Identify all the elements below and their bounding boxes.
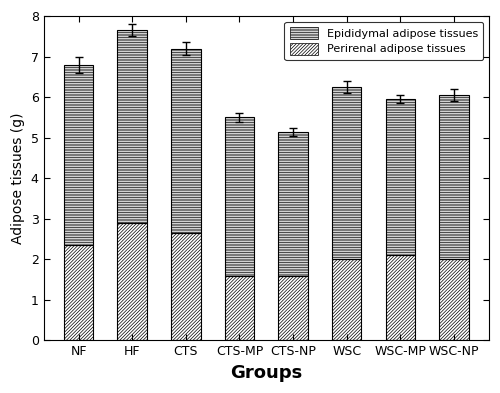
Bar xyxy=(64,65,94,245)
Bar xyxy=(278,132,308,275)
Bar xyxy=(439,95,468,259)
Bar xyxy=(64,245,94,340)
Bar xyxy=(278,275,308,340)
Bar xyxy=(386,255,415,340)
Bar xyxy=(332,87,362,259)
Bar xyxy=(224,118,254,275)
Bar xyxy=(224,275,254,340)
Bar xyxy=(118,30,147,223)
Bar xyxy=(171,49,200,233)
Bar xyxy=(171,233,200,340)
Legend: Epididymal adipose tissues, Perirenal adipose tissues: Epididymal adipose tissues, Perirenal ad… xyxy=(284,22,484,61)
Y-axis label: Adipose tissues (g): Adipose tissues (g) xyxy=(11,112,25,244)
Bar xyxy=(332,259,362,340)
Bar xyxy=(386,99,415,255)
X-axis label: Groups: Groups xyxy=(230,364,302,382)
Bar xyxy=(118,223,147,340)
Bar xyxy=(439,259,468,340)
